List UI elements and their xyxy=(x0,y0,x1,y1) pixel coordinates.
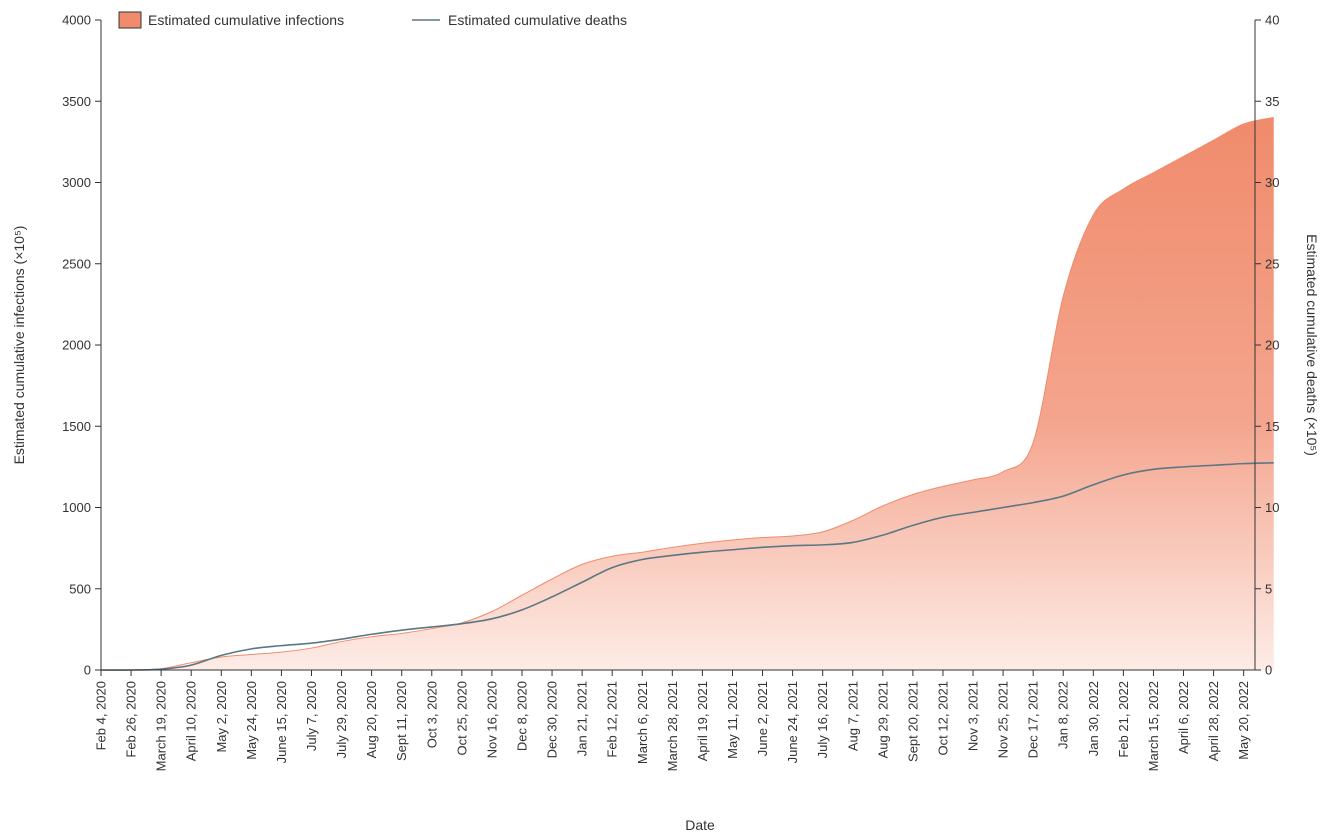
x-tick-label: July 7, 2020 xyxy=(304,681,319,751)
x-tick-label: April 28, 2022 xyxy=(1206,681,1221,761)
x-tick-label: Jan 30, 2022 xyxy=(1086,681,1101,756)
y-left-tick-label: 0 xyxy=(84,663,91,678)
x-tick-label: Aug 29, 2021 xyxy=(875,681,890,758)
x-tick-label: Nov 16, 2020 xyxy=(484,681,499,758)
x-tick-label: May 24, 2020 xyxy=(244,681,259,760)
y-left-tick-label: 2000 xyxy=(62,338,91,353)
x-tick-label: Feb 26, 2020 xyxy=(124,681,139,758)
x-axis-title: Date xyxy=(685,817,715,833)
x-tick-label: Nov 3, 2021 xyxy=(966,681,981,751)
x-tick-label: June 15, 2020 xyxy=(274,681,289,763)
x-tick-label: May 11, 2021 xyxy=(725,681,740,759)
plot-area xyxy=(100,117,1274,671)
y-right-tick-label: 0 xyxy=(1265,663,1272,678)
legend-deaths-label: Estimated cumulative deaths xyxy=(448,12,627,28)
x-tick-label: May 2, 2020 xyxy=(214,681,229,753)
y-left-tick-label: 1500 xyxy=(62,419,91,434)
y-right-tick-label: 5 xyxy=(1265,581,1272,596)
x-tick-label: July 29, 2020 xyxy=(334,681,349,758)
infections-area xyxy=(101,117,1274,670)
x-tick-label: July 16, 2021 xyxy=(815,681,830,758)
x-tick-label: April 6, 2022 xyxy=(1176,681,1191,754)
infections-edge xyxy=(100,117,1274,671)
y-right-tick-label: 35 xyxy=(1265,94,1279,109)
legend: Estimated cumulative infections Estimate… xyxy=(118,11,627,29)
x-tick-label: Feb 21, 2022 xyxy=(1116,681,1131,758)
x-tick-label: March 19, 2020 xyxy=(154,681,169,771)
y-left-tick-label: 1000 xyxy=(62,500,91,515)
y-right-tick-label: 40 xyxy=(1265,13,1279,28)
x-tick-label: Oct 3, 2020 xyxy=(424,681,439,748)
x-tick-label: Sept 20, 2021 xyxy=(905,681,920,762)
y-left-tick-label: 4000 xyxy=(62,13,91,28)
x-tick-label: Oct 12, 2021 xyxy=(935,681,950,755)
y-right-tick-label: 20 xyxy=(1265,338,1279,353)
x-tick-label: Jan 8, 2022 xyxy=(1056,681,1071,749)
x-tick-label: Jan 21, 2021 xyxy=(575,681,590,756)
x-tick-label: June 2, 2021 xyxy=(755,681,770,756)
y-axis-left-title: Estimated cumulative infections (×10⁵) xyxy=(11,226,27,465)
y-right-tick-label: 10 xyxy=(1265,500,1279,515)
x-tick-label: Dec 8, 2020 xyxy=(514,681,529,751)
x-tick-label: Feb 4, 2020 xyxy=(94,681,109,750)
x-tick-label: March 15, 2022 xyxy=(1146,681,1161,771)
x-tick-label: Nov 25, 2021 xyxy=(996,681,1011,758)
y-left-tick-label: 2500 xyxy=(62,256,91,271)
y-left-tick-label: 500 xyxy=(69,581,91,596)
x-tick-label: April 10, 2020 xyxy=(184,681,199,761)
y-right-tick-label: 25 xyxy=(1265,256,1279,271)
x-tick-label: March 6, 2021 xyxy=(635,681,650,764)
y-left-tick-label: 3000 xyxy=(62,175,91,190)
x-tick-label: April 19, 2021 xyxy=(695,681,710,761)
x-tick-label: March 28, 2021 xyxy=(665,681,680,771)
y-right-tick-label: 15 xyxy=(1265,419,1279,434)
x-tick-label: Sept 11, 2020 xyxy=(394,681,409,761)
legend-infections-swatch xyxy=(118,11,142,29)
axes: 0 500 1000 1500 2000 2500 3000 3500 4000 0 5 10 15 20… xyxy=(62,13,1279,772)
y-axis-right-title: Estimated cumulative deaths (×10⁵) xyxy=(1304,234,1320,456)
x-tick-label: Aug 20, 2020 xyxy=(364,681,379,758)
deaths-line xyxy=(100,462,1274,671)
y-right-tick-label: 30 xyxy=(1265,175,1279,190)
x-tick-label: June 24, 2021 xyxy=(785,681,800,763)
x-tick-label: Dec 17, 2021 xyxy=(1026,681,1041,758)
x-tick-label: Dec 30, 2020 xyxy=(545,681,560,758)
x-tick-label: Oct 25, 2020 xyxy=(454,681,469,755)
y-left-tick-label: 3500 xyxy=(62,94,91,109)
x-tick-label: Feb 12, 2021 xyxy=(605,681,620,758)
legend-infections-label: Estimated cumulative infections xyxy=(148,12,344,28)
x-tick-label: Aug 7, 2021 xyxy=(845,681,860,751)
x-tick-label: May 20, 2022 xyxy=(1236,681,1251,760)
